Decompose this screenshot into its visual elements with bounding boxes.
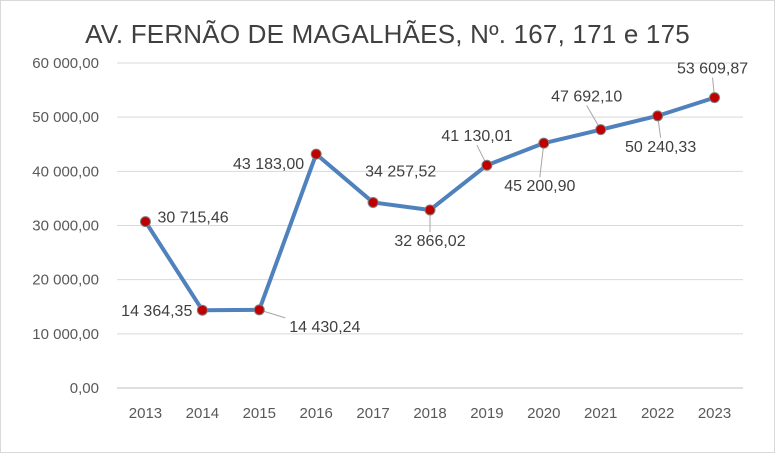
x-tick-label: 2014 <box>186 405 219 422</box>
data-label: 53 609,87 <box>677 61 748 78</box>
data-label: 34 257,52 <box>365 163 436 180</box>
y-tick-label: 20 000,00 <box>32 272 99 289</box>
data-label: 43 183,00 <box>233 156 304 173</box>
data-point-marker <box>481 159 493 171</box>
data-point-marker <box>139 216 151 228</box>
x-tick-label: 2015 <box>243 405 276 422</box>
data-label: 30 715,46 <box>157 210 228 227</box>
data-point-marker <box>253 304 265 316</box>
data-label: 50 240,33 <box>625 139 696 156</box>
data-label: 32 866,02 <box>394 233 465 250</box>
data-label: 45 200,90 <box>504 178 575 195</box>
y-tick-label: 10 000,00 <box>32 326 99 343</box>
y-tick-label: 30 000,00 <box>32 218 99 235</box>
x-tick-label: 2018 <box>413 405 446 422</box>
x-tick-label: 2021 <box>584 405 617 422</box>
x-tick-label: 2023 <box>698 405 731 422</box>
x-tick-label: 2017 <box>356 405 389 422</box>
chart-title: AV. FERNÃO DE MAGALHÃES, Nº. 167, 171 e … <box>85 19 690 49</box>
x-tick-label: 2020 <box>527 405 560 422</box>
data-point-marker <box>310 148 322 160</box>
data-point-marker <box>538 137 550 149</box>
x-tick-label: 2013 <box>129 405 162 422</box>
data-point-marker <box>595 124 607 136</box>
data-label: 14 430,24 <box>289 319 360 336</box>
data-label: 14 364,35 <box>121 303 192 320</box>
y-tick-label: 60 000,00 <box>32 55 99 72</box>
data-label-leader <box>539 143 545 178</box>
y-tick-label: 50 000,00 <box>32 109 99 126</box>
series-line <box>143 95 717 313</box>
data-point-marker <box>367 196 379 208</box>
data-point-marker <box>424 204 436 216</box>
y-tick-label: 0,00 <box>70 380 99 397</box>
data-point-marker <box>196 304 208 316</box>
x-tick-label: 2016 <box>299 405 332 422</box>
data-point-marker <box>652 110 664 122</box>
x-tick-label: 2019 <box>470 405 503 422</box>
y-tick-label: 40 000,00 <box>32 163 99 180</box>
data-point-marker <box>709 92 721 104</box>
x-tick-label: 2022 <box>641 405 674 422</box>
data-label: 41 130,01 <box>441 128 512 145</box>
data-label: 47 692,10 <box>551 89 622 106</box>
